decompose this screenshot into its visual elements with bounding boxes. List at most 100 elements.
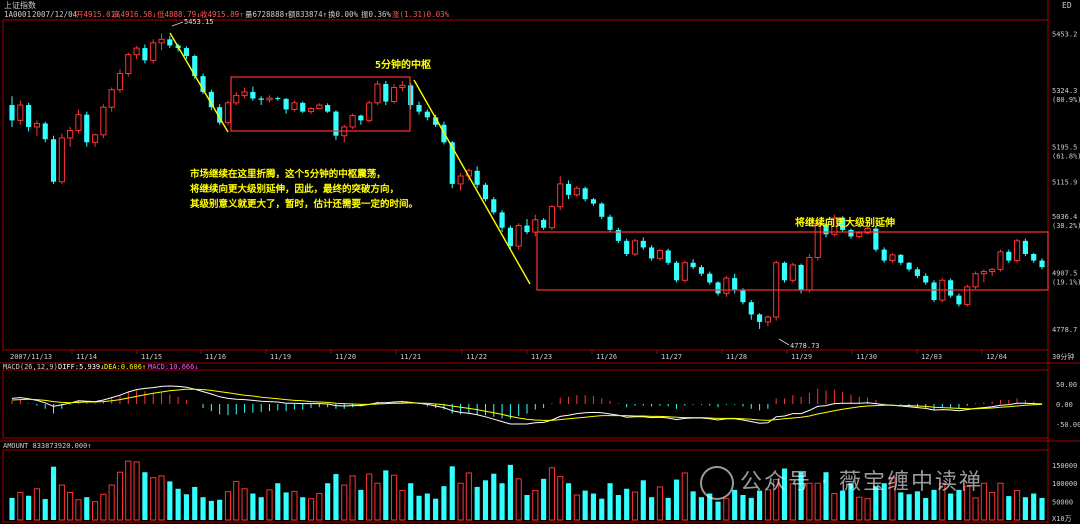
candle-body (91, 134, 99, 143)
amount-bar (167, 481, 173, 520)
amount-bar (814, 482, 821, 521)
candle-body (416, 105, 422, 112)
period-label: 30分钟 (1052, 352, 1074, 361)
amount-bar (972, 497, 979, 521)
x-tick-label: 11/29 (791, 353, 812, 361)
amount-bar (133, 461, 140, 521)
candle-body (532, 219, 539, 233)
macd-tick-label: 0.00 (1056, 401, 1073, 409)
high-mark: 5453.15 (184, 18, 214, 26)
candle-body (814, 223, 821, 259)
candle-body (33, 122, 40, 128)
amount-bar (615, 495, 621, 520)
note-line-3: 其级别意义就更大了，暂时，估计还需要一定的时间。 (190, 198, 418, 210)
candle-body (217, 107, 223, 123)
candle-body (565, 183, 572, 195)
candle-body (607, 216, 613, 230)
candle-body (142, 48, 148, 61)
amount-bar (125, 460, 132, 521)
amount-bar (798, 472, 804, 520)
amount-bar (582, 490, 588, 520)
amount-bar (649, 497, 655, 520)
candle-body (798, 264, 804, 290)
candle-body (557, 183, 564, 208)
candle-body (698, 267, 705, 274)
y-tick-label: 5195.5 (1052, 143, 1077, 151)
amount-bar (67, 491, 74, 521)
amount-bar (939, 482, 946, 521)
candle-body (26, 105, 32, 127)
amount-bar (33, 488, 40, 521)
candle-body (499, 212, 505, 228)
candle-body (673, 262, 680, 281)
amount-bar (524, 495, 530, 520)
amount-bar (599, 498, 605, 520)
trend-line-2 (413, 79, 531, 285)
candle-body (1022, 240, 1028, 254)
amount-bar (914, 491, 920, 520)
candle-body (906, 262, 912, 270)
candle-body (715, 282, 721, 294)
amount-bar (341, 484, 348, 521)
amount-bar (200, 497, 206, 520)
candle-body (208, 91, 214, 108)
candle-body (167, 39, 173, 46)
candle-body (266, 97, 273, 101)
x-tick-label: 11/30 (856, 353, 877, 361)
amount-bar (158, 475, 165, 521)
candle-body (649, 247, 655, 259)
candle-body (541, 219, 547, 228)
candle-body (366, 102, 373, 121)
candle-body (740, 289, 746, 303)
amount-bar (906, 494, 912, 520)
candle-body (275, 98, 281, 100)
y-pct-label: (19.1%) (1052, 279, 1080, 287)
amount-bar (898, 492, 904, 520)
amount-panel (3, 460, 1048, 521)
candle-body (864, 228, 871, 234)
candle-body (1039, 260, 1045, 268)
candle-body (291, 102, 298, 110)
y-pct-label: (38.2%) (1052, 222, 1080, 230)
candle-body (840, 218, 846, 230)
amount-bar (208, 500, 214, 520)
candle-body (349, 115, 356, 128)
amount-bar (258, 497, 264, 520)
candle-body (590, 199, 597, 204)
candle-body (989, 268, 996, 273)
amount-bar (183, 494, 190, 520)
x-tick-label: 11/21 (400, 353, 421, 361)
amount-bar (399, 490, 406, 521)
candle-body (881, 249, 887, 261)
candle-body (931, 282, 937, 300)
amount-bar (325, 483, 331, 520)
candle-body (316, 104, 323, 110)
amount-bar (100, 493, 107, 521)
candle-body (1006, 251, 1012, 261)
amount-bar (656, 486, 663, 521)
y-tick-label: 4778.7 (1052, 326, 1077, 334)
candle-body (898, 254, 904, 263)
amount-bar (748, 497, 754, 520)
amount-bar (17, 491, 24, 521)
candle-body (67, 129, 74, 139)
macd-legend-macd: MACD:10.666↓ (148, 363, 199, 371)
amount-bar (590, 493, 597, 520)
low-mark: 4778.73 (790, 342, 820, 350)
amount-bar (1006, 496, 1012, 520)
amount-bar (241, 488, 248, 521)
corner-label: ED (1062, 1, 1072, 10)
candle-body (133, 47, 140, 56)
amount-bar (698, 497, 705, 520)
amount-tick-label: 50000 (1052, 499, 1073, 507)
candle-body (307, 108, 315, 113)
candle-body (764, 316, 771, 323)
annotations: 5分钟的中枢 市场继续在这里折腾，这个5分钟的中枢震荡， 将继续向更大级别延伸，… (169, 18, 1049, 350)
amount-bar (665, 497, 671, 520)
main-grid (3, 33, 1048, 330)
candle-body (283, 98, 289, 110)
amount-bar (789, 483, 796, 521)
amount-bar (624, 488, 630, 520)
x-axis: 2007/11/13 11/14 11/15 11/16 11/19 11/20 11/21… (10, 350, 1074, 361)
